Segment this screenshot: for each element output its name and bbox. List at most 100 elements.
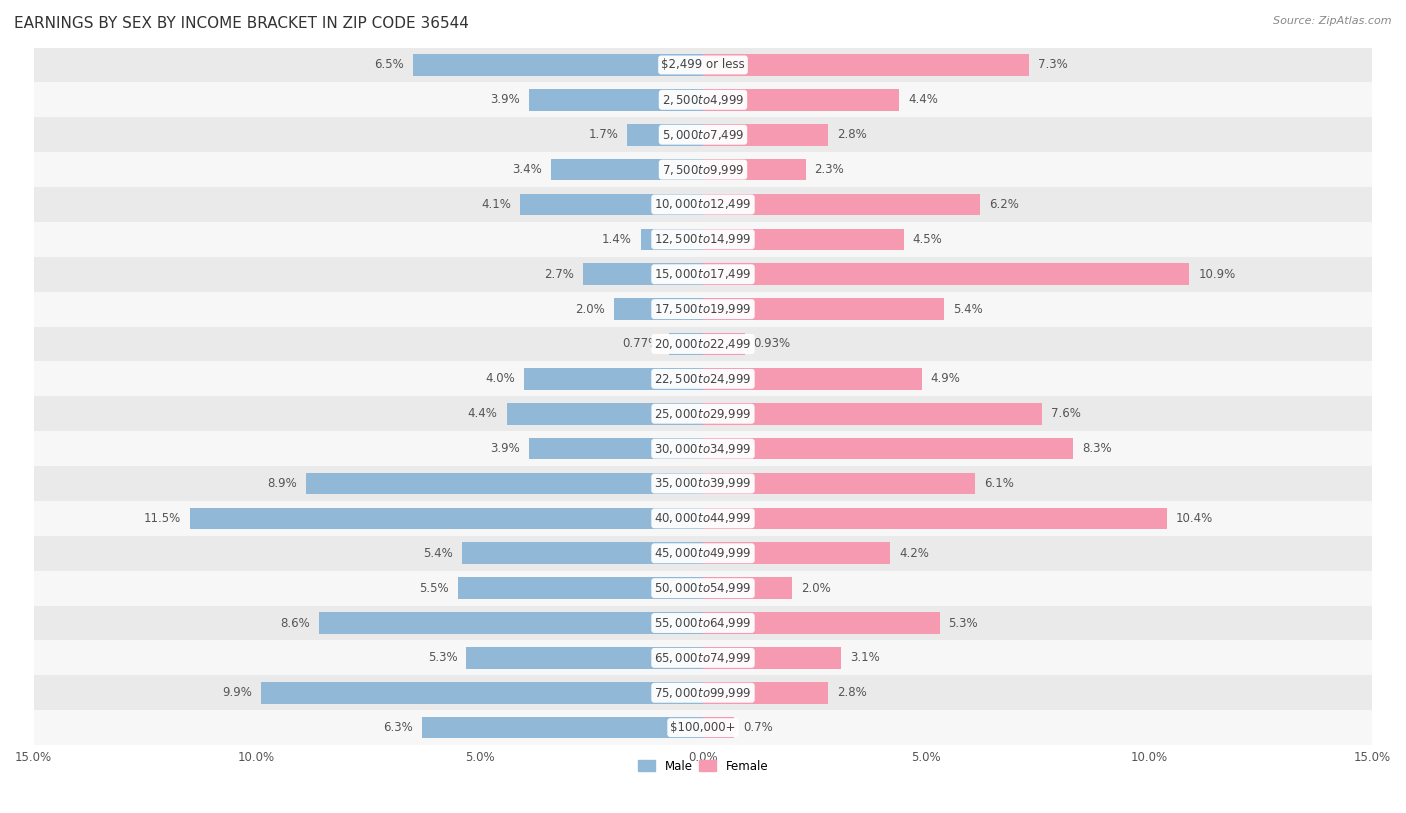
Bar [703,298,943,320]
Text: 4.0%: 4.0% [486,372,516,385]
Bar [413,54,703,76]
Text: 7.3%: 7.3% [1038,59,1067,72]
Bar [703,717,734,738]
Bar [703,612,939,634]
Text: $35,000 to $39,999: $35,000 to $39,999 [654,476,752,490]
Bar [703,577,792,599]
Bar [703,682,828,703]
Bar [34,501,1372,536]
Text: $45,000 to $49,999: $45,000 to $49,999 [654,546,752,560]
Text: 11.5%: 11.5% [143,512,181,525]
Bar [262,682,703,703]
Text: $65,000 to $74,999: $65,000 to $74,999 [654,651,752,665]
Text: Source: ZipAtlas.com: Source: ZipAtlas.com [1274,16,1392,26]
Bar [467,647,703,669]
Bar [703,54,1029,76]
Bar [669,333,703,354]
Bar [463,542,703,564]
Text: 5.3%: 5.3% [427,651,457,664]
Bar [641,228,703,250]
Bar [319,612,703,634]
Bar [703,507,1167,529]
Text: 4.4%: 4.4% [468,407,498,420]
Text: 0.7%: 0.7% [744,721,773,734]
Text: 3.9%: 3.9% [491,442,520,455]
Text: 10.4%: 10.4% [1175,512,1213,525]
Text: $17,500 to $19,999: $17,500 to $19,999 [654,302,752,316]
Bar [34,222,1372,257]
Bar [34,571,1372,606]
Text: 4.2%: 4.2% [900,547,929,560]
Text: $20,000 to $22,499: $20,000 to $22,499 [654,337,752,351]
Bar [34,431,1372,466]
Text: 2.3%: 2.3% [814,163,845,176]
Text: $7,500 to $9,999: $7,500 to $9,999 [662,163,744,176]
Text: $40,000 to $44,999: $40,000 to $44,999 [654,511,752,525]
Bar [703,368,922,389]
Bar [34,536,1372,571]
Bar [34,82,1372,117]
Bar [703,647,841,669]
Bar [703,542,890,564]
Bar [627,124,703,146]
Text: 2.0%: 2.0% [575,302,605,315]
Bar [422,717,703,738]
Text: EARNINGS BY SEX BY INCOME BRACKET IN ZIP CODE 36544: EARNINGS BY SEX BY INCOME BRACKET IN ZIP… [14,16,470,31]
Text: 2.8%: 2.8% [837,686,866,699]
Text: $50,000 to $54,999: $50,000 to $54,999 [654,581,752,595]
Text: 0.93%: 0.93% [754,337,790,350]
Bar [34,187,1372,222]
Bar [457,577,703,599]
Text: 3.1%: 3.1% [851,651,880,664]
Text: 7.6%: 7.6% [1052,407,1081,420]
Text: $12,500 to $14,999: $12,500 to $14,999 [654,233,752,246]
Bar [582,263,703,285]
Text: 8.3%: 8.3% [1083,442,1112,455]
Text: 8.6%: 8.6% [281,616,311,629]
Text: 6.5%: 6.5% [374,59,404,72]
Text: 4.9%: 4.9% [931,372,960,385]
Text: $22,500 to $24,999: $22,500 to $24,999 [654,372,752,386]
Bar [529,438,703,459]
Text: $15,000 to $17,499: $15,000 to $17,499 [654,267,752,281]
Text: 5.4%: 5.4% [423,547,453,560]
Text: 6.2%: 6.2% [988,198,1018,211]
Bar [34,606,1372,641]
Bar [506,403,703,424]
Text: $5,000 to $7,499: $5,000 to $7,499 [662,128,744,141]
Bar [520,193,703,215]
Bar [34,466,1372,501]
Bar [305,472,703,494]
Bar [34,292,1372,327]
Text: $30,000 to $34,999: $30,000 to $34,999 [654,441,752,455]
Text: 4.5%: 4.5% [912,233,942,246]
Bar [34,117,1372,152]
Text: 5.3%: 5.3% [949,616,979,629]
Bar [703,124,828,146]
Bar [34,641,1372,676]
Text: 2.7%: 2.7% [544,267,574,280]
Bar [703,263,1189,285]
Text: $2,500 to $4,999: $2,500 to $4,999 [662,93,744,107]
Text: 1.7%: 1.7% [588,128,619,141]
Text: 6.3%: 6.3% [384,721,413,734]
Text: 5.5%: 5.5% [419,581,449,594]
Bar [190,507,703,529]
Text: 2.0%: 2.0% [801,581,831,594]
Bar [34,362,1372,396]
Bar [524,368,703,389]
Text: 5.4%: 5.4% [953,302,983,315]
Text: 4.1%: 4.1% [481,198,512,211]
Text: $10,000 to $12,499: $10,000 to $12,499 [654,198,752,211]
Text: 3.4%: 3.4% [513,163,543,176]
Text: 0.77%: 0.77% [623,337,659,350]
Text: $25,000 to $29,999: $25,000 to $29,999 [654,406,752,421]
Bar [614,298,703,320]
Bar [34,676,1372,711]
Bar [703,228,904,250]
Bar [703,89,900,111]
Text: $75,000 to $99,999: $75,000 to $99,999 [654,685,752,700]
Text: $55,000 to $64,999: $55,000 to $64,999 [654,616,752,630]
Bar [703,159,806,180]
Bar [703,403,1042,424]
